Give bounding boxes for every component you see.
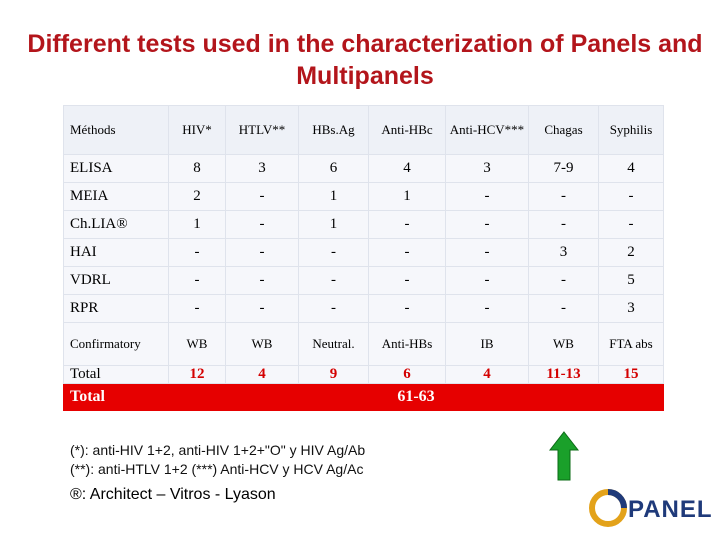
header-row: Méthods HIV* HTLV** HBs.Ag Anti-HBc Anti-HCV*…: [63, 105, 664, 155]
table-cell: -: [528, 294, 599, 323]
table-cell: -: [225, 294, 299, 323]
table-cell: Total: [63, 365, 169, 384]
table-cell: Anti-HBs: [368, 322, 446, 366]
header-cell: Syphilis: [598, 105, 664, 155]
table-cell: -: [225, 182, 299, 211]
table-cell: 3: [598, 294, 664, 323]
table-cell: 5: [598, 266, 664, 295]
table-row: RPR - - - - - -3: [63, 294, 664, 323]
table-cell: -: [225, 238, 299, 267]
table-cell: 4: [598, 154, 664, 183]
table-cell: 7-9: [528, 154, 599, 183]
footer: ®: Architect – Vitros - Lyason: [70, 486, 276, 503]
table-cell: WB: [168, 322, 226, 366]
table-cell: 1: [298, 182, 369, 211]
note: (*): anti-HIV 1+2, anti-HIV 1+2+"O" y HI…: [70, 442, 366, 458]
table-cell: -: [368, 238, 446, 267]
header-cell: Anti-HCV***: [445, 105, 529, 155]
table-row: Ch.LIA® 1-1- - - -: [63, 210, 664, 239]
table-cell: 3: [445, 154, 529, 183]
header-cell: HIV*: [168, 105, 226, 155]
table-cell: -: [168, 238, 226, 267]
table-cell: 1: [368, 182, 446, 211]
grand-total-value: 61-63: [168, 383, 664, 411]
table-cell: -: [225, 266, 299, 295]
logo-mark: [589, 489, 627, 527]
table-cell: 15: [598, 365, 664, 384]
table-cell: 8: [168, 154, 226, 183]
table-cell: 4: [225, 365, 299, 384]
header-cell: HTLV**: [225, 105, 299, 155]
table-cell: -: [598, 182, 664, 211]
table-cell: -: [368, 266, 446, 295]
table-cell: Confirmatory: [63, 322, 169, 366]
header-cell: Anti-HBc: [368, 105, 446, 155]
table-cell: 2: [598, 238, 664, 267]
table-cell: -: [368, 210, 446, 239]
tests-table: Méthods HIV* HTLV** HBs.Ag Anti-HBc Anti-HCV*…: [63, 105, 664, 411]
table-cell: 1: [298, 210, 369, 239]
table-cell: -: [168, 294, 226, 323]
table-cell: -: [225, 210, 299, 239]
header-cell: Méthods: [63, 105, 169, 155]
table-cell: MEIA: [63, 182, 169, 211]
table-cell: -: [368, 294, 446, 323]
table-cell: Neutral.: [298, 322, 369, 366]
table-cell: 1: [168, 210, 226, 239]
table-cell: -: [168, 266, 226, 295]
note: (**): anti-HTLV 1+2 (***) Anti-HCV y HCV…: [70, 461, 364, 477]
table-cell: 4: [368, 154, 446, 183]
table-cell: -: [445, 266, 529, 295]
table-cell: -: [445, 182, 529, 211]
table-cell: -: [445, 210, 529, 239]
grand-total-row: Total 61-63: [63, 383, 664, 411]
logo: PANEL: [628, 496, 713, 523]
table-cell: 12: [168, 365, 226, 384]
table-cell: 6: [368, 365, 446, 384]
table-cell: RPR: [63, 294, 169, 323]
table-row: MEIA 2-1 1- - -: [63, 182, 664, 211]
header-cell: Chagas: [528, 105, 599, 155]
table-row: Total 12 4 9 6 4 11-13 15: [63, 365, 664, 384]
table-cell: VDRL: [63, 266, 169, 295]
table-cell: FTA abs: [598, 322, 664, 366]
table-cell: ELISA: [63, 154, 169, 183]
table-row: ELISA 8 3 6 4 3 7-9 4: [63, 154, 664, 183]
header-cell: HBs.Ag: [298, 105, 369, 155]
table-cell: -: [298, 238, 369, 267]
table-cell: -: [528, 210, 599, 239]
table-cell: -: [298, 266, 369, 295]
green-arrow: [548, 431, 580, 481]
table-row: Confirmatory WB WB Neutral. Anti-HBs IB WB FTA …: [63, 322, 664, 366]
table-cell: -: [528, 266, 599, 295]
table-cell: IB: [445, 322, 529, 366]
table-cell: HAI: [63, 238, 169, 267]
table-cell: 3: [528, 238, 599, 267]
table-cell: 4: [445, 365, 529, 384]
table-cell: -: [528, 182, 599, 211]
table-cell: 2: [168, 182, 226, 211]
table-cell: WB: [528, 322, 599, 366]
table-cell: -: [445, 238, 529, 267]
title: Different tests used in the characteriza…: [27, 30, 703, 90]
table-cell: 11-13: [528, 365, 599, 384]
table-cell: 9: [298, 365, 369, 384]
grand-total-label: Total: [63, 383, 169, 411]
table-cell: 6: [298, 154, 369, 183]
table-cell: -: [598, 210, 664, 239]
table-cell: Ch.LIA®: [63, 210, 169, 239]
table-row: HAI - - - - -3 2: [63, 238, 664, 267]
table-row: VDRL - - - - - -5: [63, 266, 664, 295]
table-cell: 3: [225, 154, 299, 183]
table-cell: -: [298, 294, 369, 323]
table-cell: WB: [225, 322, 299, 366]
table-cell: -: [445, 294, 529, 323]
